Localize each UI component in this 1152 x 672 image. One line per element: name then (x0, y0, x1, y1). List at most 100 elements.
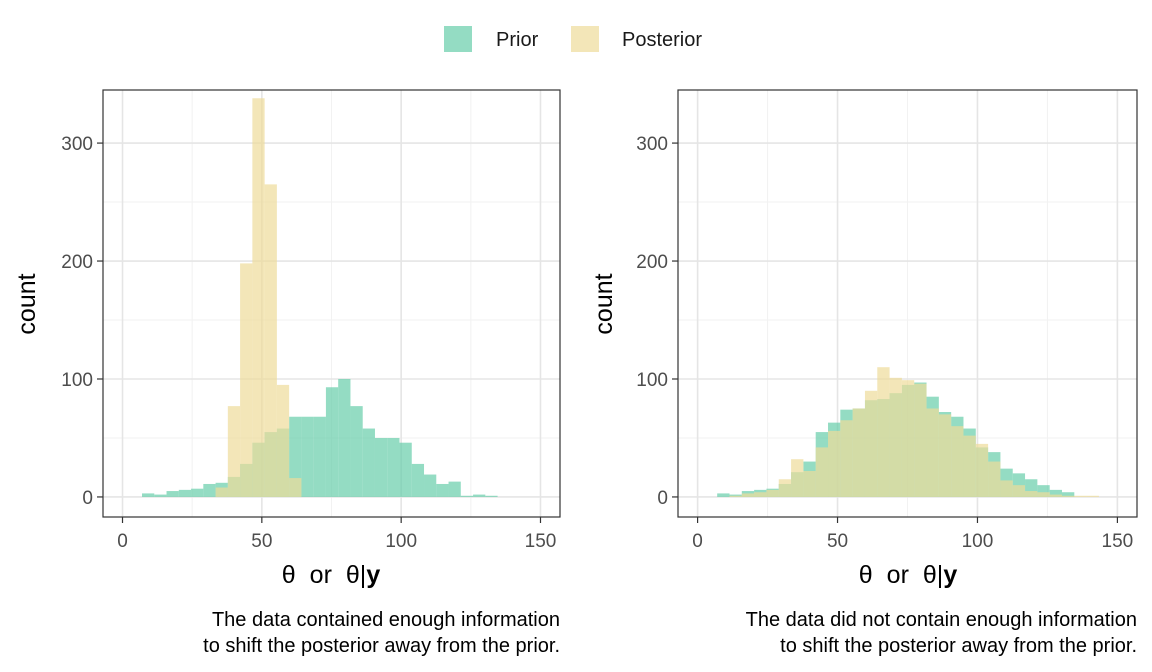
right-posterior-bars (729, 367, 1099, 497)
right-posterior-bar (914, 383, 927, 497)
left-prior-bar (191, 488, 204, 497)
right-posterior-bar (1061, 495, 1075, 497)
left-y-tick-label: 100 (61, 370, 93, 391)
left-prior-bar (362, 428, 375, 497)
right-caption-line-1: The data did not contain enough informat… (746, 609, 1137, 631)
right-panel-border (677, 89, 1138, 518)
right-y-tick-label: 100 (636, 370, 668, 391)
left-posterior-bar (227, 406, 241, 497)
right-posterior-bar (864, 390, 878, 497)
left-prior-bar (338, 378, 351, 497)
left-prior-bar (473, 494, 486, 497)
left-prior-bar (387, 437, 400, 497)
left-posterior-bar (240, 263, 253, 497)
right-posterior-bar (963, 435, 976, 497)
right-posterior-bar (877, 367, 890, 497)
left-posterior-bar (252, 98, 265, 497)
left-prior-bar (436, 483, 449, 497)
right-posterior-bar (1025, 491, 1038, 497)
left-prior-bar (301, 416, 314, 497)
right-posterior-bar (1074, 495, 1087, 497)
left-y-tick-label: 300 (61, 134, 93, 155)
right-posterior-bar (815, 447, 829, 497)
left-x-tick-label: 50 (251, 531, 272, 552)
right-posterior-bar (975, 443, 989, 497)
left-prior-bar (313, 416, 326, 497)
left-tick-labels: 0 50 100 150 0 100 200 300 (61, 134, 556, 552)
right-posterior-bar (889, 377, 902, 497)
left-prior-bar (460, 495, 474, 497)
right-x-tick-label: 150 (1102, 531, 1134, 552)
right-posterior-bar (1012, 485, 1026, 497)
left-caption-line-2: to shift the posterior away from the pri… (203, 635, 560, 657)
left-x-tick-label: 150 (525, 531, 557, 552)
right-posterior-bar (791, 459, 804, 497)
left-y-tick-label: 0 (82, 488, 93, 509)
legend-label-posterior: Posterior (622, 29, 702, 51)
right-posterior-bar (938, 414, 952, 497)
right-y-tick-label: 0 (657, 488, 668, 509)
left-prior-bar (325, 387, 339, 497)
left-prior-bar (289, 416, 302, 497)
left-prior-bar (399, 442, 412, 497)
left-prior-bar (166, 491, 179, 497)
legend: Prior Posterior (444, 26, 702, 52)
right-posterior-bar (766, 489, 779, 497)
left-y-tick-label: 200 (61, 252, 93, 273)
right-posterior-bar (1000, 480, 1013, 497)
right-posterior-bar (926, 408, 939, 497)
right-prior-bar (1049, 489, 1062, 497)
right-prior-bar (717, 493, 730, 497)
right-posterior-bar (828, 430, 841, 497)
left-y-axis-label: count (13, 273, 41, 334)
left-posterior-bars (215, 98, 302, 497)
right-posterior-bar (840, 420, 853, 497)
right-posterior-bar (803, 470, 816, 497)
left-posterior-bar (215, 487, 228, 497)
left-prior-bar (154, 494, 167, 497)
left-prior-bar (448, 481, 461, 497)
left-axis-ticks (97, 142, 542, 523)
left-panel-border (102, 89, 561, 518)
right-caption-line-2: to shift the posterior away from the pri… (780, 635, 1137, 657)
right-posterior-bar (1037, 492, 1050, 497)
left-posterior-bar (289, 478, 302, 497)
right-posterior-bar (1086, 495, 1099, 497)
right-x-tick-label: 50 (827, 531, 848, 552)
right-prior-bar (1037, 485, 1050, 497)
left-prior-bar (411, 463, 425, 497)
right-x-axis-label: θ or θ|y (859, 561, 958, 589)
left-histogram-panel: 0 50 100 150 0 100 200 300 count θ or θ|y The dat… (13, 89, 561, 657)
legend-swatch-prior (444, 26, 472, 52)
right-x-tick-label: 0 (692, 531, 703, 552)
left-prior-bar (350, 406, 363, 497)
right-posterior-bar (852, 408, 865, 497)
right-posterior-bar (741, 493, 755, 497)
left-caption-line-1: The data contained enough information (212, 609, 560, 631)
right-posterior-bar (729, 495, 742, 497)
legend-swatch-posterior (571, 26, 599, 52)
left-prior-bar (203, 483, 216, 497)
left-prior-bar (178, 489, 192, 497)
right-y-tick-label: 200 (636, 252, 668, 273)
right-y-tick-label: 300 (636, 134, 668, 155)
left-x-tick-label: 0 (117, 531, 128, 552)
right-posterior-bar (988, 461, 1001, 497)
right-axis-ticks (672, 142, 1119, 523)
left-prior-bar (142, 493, 155, 497)
right-posterior-bar (951, 426, 964, 497)
right-histogram-panel: 0 50 100 150 0 100 200 300 count θ or θ|y The dat… (590, 89, 1138, 657)
left-x-axis-label: θ or θ|y (282, 561, 381, 589)
left-posterior-bar (264, 184, 277, 497)
right-grid (678, 90, 1137, 517)
right-posterior-bar (778, 479, 792, 497)
left-posterior-bar (276, 384, 290, 497)
right-x-tick-label: 100 (962, 531, 994, 552)
legend-label-prior: Prior (496, 29, 539, 51)
left-prior-bar (485, 495, 498, 497)
right-posterior-bar (1049, 494, 1062, 497)
right-posterior-bar (901, 380, 915, 497)
right-posterior-bar (754, 492, 767, 497)
left-prior-bar (374, 437, 388, 497)
